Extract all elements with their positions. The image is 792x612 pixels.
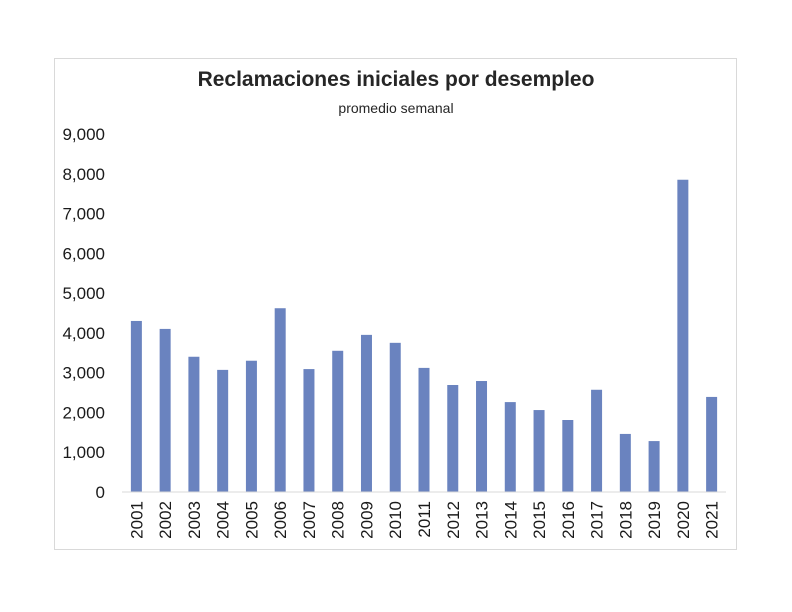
- bar-2012: [447, 384, 459, 492]
- bar-2010: [389, 342, 401, 492]
- bar-2005: [245, 360, 257, 492]
- bar-2014: [504, 402, 516, 492]
- y-axis: 0 1,000 2,000 3,000 4,000 5,000 6,000 7,000 8,00…: [62, 125, 105, 502]
- y-tick-label: 7,000: [62, 205, 105, 224]
- y-tick-label: 1,000: [62, 443, 105, 462]
- x-tick-label: 2005: [242, 501, 261, 539]
- y-tick-label: 8,000: [62, 165, 105, 184]
- x-tick-label: 2009: [357, 501, 376, 539]
- x-tick-label: 2020: [674, 501, 693, 539]
- bar-2015: [533, 410, 545, 492]
- bar-2002: [159, 328, 171, 492]
- y-tick-label: 0: [96, 483, 105, 502]
- x-tick-label: 2002: [156, 501, 175, 539]
- x-tick-label: 2021: [703, 501, 722, 539]
- y-tick-label: 4,000: [62, 324, 105, 343]
- x-tick-label: 2014: [501, 501, 520, 539]
- x-tick-label: 2010: [386, 501, 405, 539]
- x-tick-label: 2019: [645, 501, 664, 539]
- x-tick-label: 2016: [559, 501, 578, 539]
- bar-2018: [619, 433, 631, 492]
- x-tick-label: 2004: [214, 501, 233, 539]
- x-tick-label: 2003: [185, 501, 204, 539]
- bar-2011: [418, 367, 430, 492]
- x-tick-label: 2013: [473, 501, 492, 539]
- bar-2013: [476, 381, 488, 492]
- bar-2016: [562, 420, 574, 492]
- bar-2008: [332, 350, 344, 492]
- x-axis: 2001 2002 2003 2004 2005 2006 2007 2008 2009 2010…: [127, 501, 721, 539]
- y-tick-label: 5,000: [62, 284, 105, 303]
- bar-2009: [360, 334, 372, 492]
- y-tick-label: 6,000: [62, 244, 105, 263]
- y-tick-label: 3,000: [62, 364, 105, 383]
- bar-2006: [274, 308, 286, 492]
- x-tick-label: 2006: [271, 501, 290, 539]
- x-tick-label: 2008: [329, 501, 348, 539]
- bar-2001: [130, 320, 142, 492]
- bar-2020: [677, 179, 689, 492]
- bar-2019: [648, 441, 660, 492]
- x-tick-label: 2017: [588, 501, 607, 539]
- x-tick-label: 2015: [530, 501, 549, 539]
- x-tick-label: 2001: [127, 501, 146, 539]
- bar-2021: [706, 396, 718, 492]
- x-tick-label: 2011: [415, 501, 434, 538]
- bars: [130, 179, 718, 492]
- y-tick-label: 9,000: [62, 125, 105, 144]
- x-tick-label: 2018: [616, 501, 635, 539]
- bar-2017: [591, 389, 603, 492]
- bar-2003: [188, 356, 200, 492]
- chart-title: Reclamaciones iniciales por desempleo: [197, 68, 595, 91]
- bar-2007: [303, 369, 315, 492]
- x-tick-label: 2012: [444, 501, 463, 539]
- x-tick-label: 2007: [300, 501, 319, 539]
- chart-subtitle: promedio semanal: [338, 100, 454, 116]
- y-tick-label: 2,000: [62, 403, 105, 422]
- bar-2004: [217, 369, 229, 492]
